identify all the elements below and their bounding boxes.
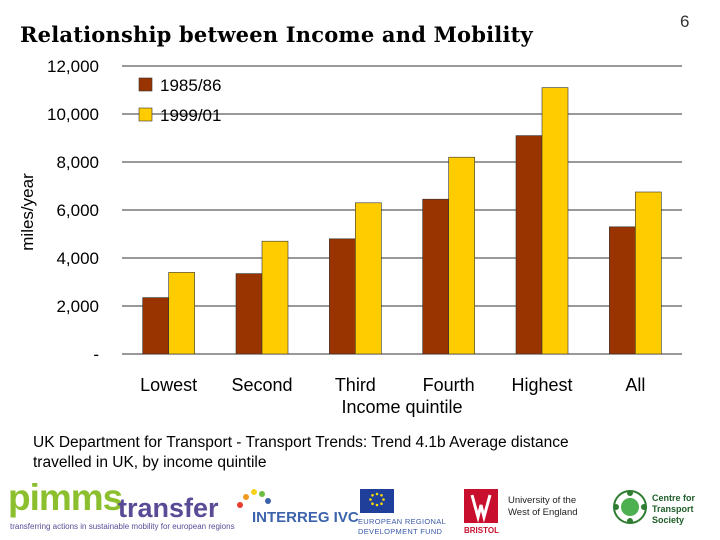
y-tick-label: 10,000 xyxy=(47,105,99,124)
income-mobility-chart: miles/year Income quintile - 2,000 4,000 6,… xyxy=(18,57,682,417)
page-number: 6 xyxy=(680,12,690,31)
bar-series1 xyxy=(609,226,636,355)
erdf-line-1: EUROPEAN REGIONAL xyxy=(358,517,447,526)
logo-strip: pimms transfer transferring actions in s… xyxy=(0,475,720,540)
x-tick-label: Third xyxy=(335,375,376,395)
y-tick-label: 8,000 xyxy=(56,153,99,172)
bar-series2 xyxy=(261,240,289,355)
bar-series2 xyxy=(168,272,195,355)
bar-series1 xyxy=(142,297,169,355)
cts-name-line-1: Centre for xyxy=(652,493,696,503)
y-tick-label: - xyxy=(93,345,99,364)
uwe-logo: BRISTOL University of the West of Englan… xyxy=(462,489,582,537)
bar-series1 xyxy=(329,238,356,355)
uwe-bristol-label: BRISTOL xyxy=(464,526,499,535)
pimms-tagline: transferring actions in sustainable mobi… xyxy=(10,522,235,531)
x-tick-label: All xyxy=(625,375,645,395)
legend-swatch xyxy=(138,77,153,92)
bar-series2 xyxy=(448,156,475,355)
transfer-wordmark: transfer xyxy=(118,493,219,523)
erdf-line-2: DEVELOPMENT FUND xyxy=(358,527,443,536)
cts-name: Centre for Transport Society xyxy=(652,493,695,526)
y-tick-label: 4,000 xyxy=(56,249,99,268)
legend-swatch xyxy=(138,107,153,122)
slide-title: Relationship between Income and Mobility xyxy=(20,22,533,47)
uwe-name-line-1: University of the xyxy=(508,495,577,506)
bar-series1 xyxy=(235,273,263,355)
bar-series1 xyxy=(422,198,449,355)
interreg-wordmark: INTERREG IVC xyxy=(252,509,359,526)
bar-series2 xyxy=(355,202,382,355)
cts-emblem-icon xyxy=(613,490,647,524)
erdf-logo: EUROPEAN REGIONAL DEVELOPMENT FUND xyxy=(358,489,458,537)
x-tick-label: Lowest xyxy=(140,375,197,395)
x-axis-label: Income quintile xyxy=(341,397,462,417)
uwe-name: University of the West of England xyxy=(508,495,578,519)
pimms-wordmark: pimms xyxy=(8,477,123,518)
caption-line-2: travelled in UK, by income quintile xyxy=(33,454,267,471)
bar-series2 xyxy=(635,191,662,355)
source-caption: UK Department for Transport - Transport … xyxy=(33,433,693,473)
bar-series2 xyxy=(541,87,569,355)
cts-name-line-2: Transport xyxy=(652,504,694,514)
bar-series1 xyxy=(515,135,543,355)
interreg-stars-icon xyxy=(237,489,271,508)
pimms-transfer-logo: pimms transfer transferring actions in s… xyxy=(8,477,235,537)
x-tick-label: Second xyxy=(231,375,292,395)
interreg-logo: INTERREG IVC xyxy=(232,485,359,533)
x-tick-label: Fourth xyxy=(423,375,475,395)
caption-line-1: UK Department for Transport - Transport … xyxy=(33,434,569,451)
eu-flag-icon xyxy=(360,489,394,513)
y-tick-label: 2,000 xyxy=(56,297,99,316)
x-tick-label: Highest xyxy=(511,375,572,395)
legend-label: 1985/86 xyxy=(160,76,221,95)
legend-label: 1999/01 xyxy=(160,106,221,125)
y-axis-label: miles/year xyxy=(18,173,37,251)
y-tick-label: 6,000 xyxy=(56,201,99,220)
cts-logo: Centre for Transport Society xyxy=(612,487,718,537)
y-tick-label: 12,000 xyxy=(47,57,99,76)
uwe-mark-icon xyxy=(464,489,498,523)
cts-name-line-3: Society xyxy=(652,515,685,525)
uwe-name-line-2: West of England xyxy=(508,507,578,518)
